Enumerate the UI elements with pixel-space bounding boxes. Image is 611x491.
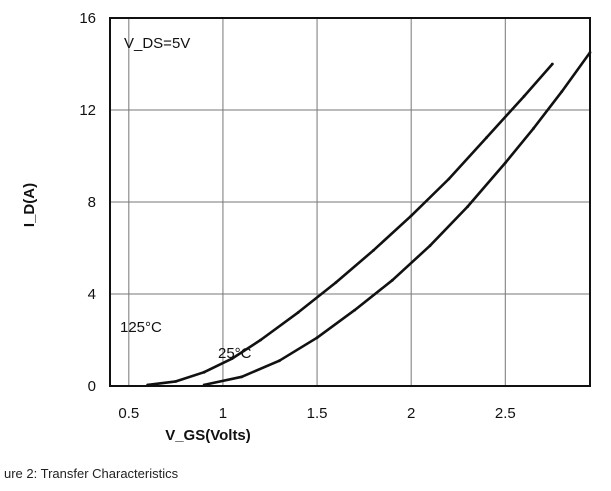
x-tick-label: 0.5: [118, 405, 139, 422]
x-tick-label: 2: [407, 405, 415, 422]
data-point: [391, 279, 394, 282]
y-tick-label: 4: [88, 286, 96, 303]
data-point: [240, 375, 243, 378]
figure-caption: ure 2: Transfer Characteristics: [4, 466, 604, 481]
x-tick-label: 2.5: [495, 405, 516, 422]
data-point: [174, 380, 177, 383]
series-label-25c: 25°C: [218, 345, 252, 362]
series-line-25c: [204, 53, 590, 385]
data-point: [523, 95, 526, 98]
data-point: [485, 136, 488, 139]
data-point: [203, 383, 206, 386]
series-lines: [146, 51, 591, 386]
data-point: [259, 339, 262, 342]
data-point: [203, 371, 206, 374]
data-point: [532, 127, 535, 130]
data-point: [372, 249, 375, 252]
data-point: [334, 281, 337, 284]
y-tick-label: 16: [79, 10, 96, 27]
y-tick-label: 0: [88, 378, 96, 395]
data-point: [560, 90, 563, 93]
y-tick-label: 8: [88, 194, 96, 211]
data-point: [447, 178, 450, 181]
x-tick-labels: 0.5 1 1.5 2 2.5: [118, 405, 515, 422]
data-point: [353, 309, 356, 312]
series-line-125c: [148, 64, 553, 385]
y-tick-labels: 0 4 8 12 16: [79, 10, 96, 395]
data-point: [466, 205, 469, 208]
grid-lines: [110, 18, 590, 386]
data-point: [551, 63, 554, 66]
x-tick-label: 1: [219, 405, 227, 422]
data-point: [146, 383, 149, 386]
y-axis-label: I_D(A): [21, 183, 38, 227]
data-point: [278, 359, 281, 362]
data-point: [316, 336, 319, 339]
y-tick-label: 12: [79, 102, 96, 119]
data-point: [504, 162, 507, 165]
data-point: [429, 244, 432, 247]
data-point: [297, 311, 300, 314]
data-point: [410, 214, 413, 217]
data-point: [589, 51, 592, 54]
vds-annotation: V_DS=5V: [124, 35, 190, 52]
series-label-125c: 125°C: [120, 319, 162, 336]
x-tick-label: 1.5: [307, 405, 328, 422]
x-axis-label: V_GS(Volts): [165, 427, 251, 444]
